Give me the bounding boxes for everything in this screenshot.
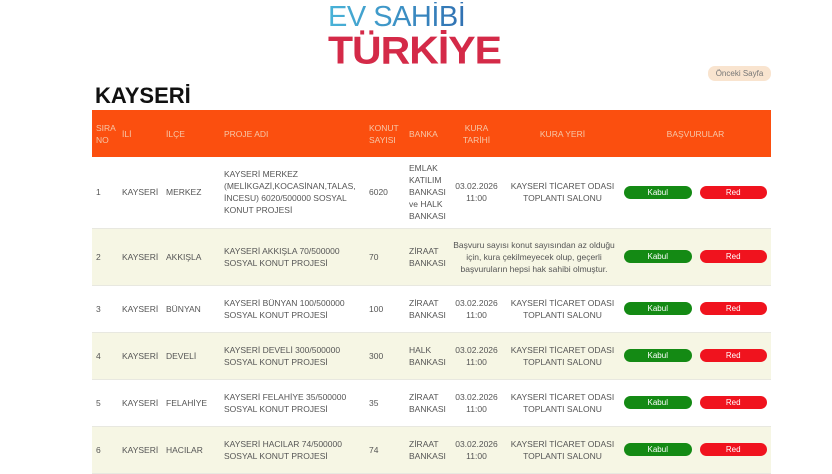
lottery-note: Başvuru sayısı konut sayısından az olduğ… (448, 228, 620, 286)
accept-button[interactable]: Kabul (624, 349, 692, 362)
lottery-place: KAYSERİ TİCARET ODASI TOPLANTI SALONU (505, 379, 620, 427)
province: KAYSERİ (118, 379, 162, 427)
province: KAYSERİ (118, 426, 162, 474)
district: MERKEZ (162, 157, 220, 229)
previous-page-button[interactable]: Önceki Sayfa (708, 66, 771, 81)
column-header: KURA YERİ (505, 110, 620, 157)
bank: HALK BANKASI (405, 332, 448, 380)
project-name: KAYSERİ FELAHİYE 35/500000 SOSYAL KONUT … (220, 379, 365, 427)
row-number: 6 (92, 426, 118, 474)
district: FELAHİYE (162, 379, 220, 427)
row-number: 4 (92, 332, 118, 380)
project-name: KAYSERİ MERKEZ (MELİKGAZİ,KOCASİNAN,TALA… (220, 157, 365, 229)
column-header: BAŞVURULAR (620, 110, 771, 157)
accept-button[interactable]: Kabul (624, 396, 692, 409)
table-row: 2 KAYSERİ AKKIŞLA KAYSERİ AKKIŞLA 70/500000… (92, 228, 771, 286)
housing-count: 35 (365, 379, 405, 427)
lottery-date: 03.02.2026 11:00 (448, 379, 505, 427)
bank: ZİRAAT BANKASI (405, 379, 448, 427)
province: KAYSERİ (118, 332, 162, 380)
reject-button[interactable]: Red (699, 250, 767, 263)
bank: ZİRAAT BANKASI (405, 228, 448, 286)
applications-cell: Kabul Red (620, 285, 771, 333)
column-header: İLİ (118, 110, 162, 157)
reject-button[interactable]: Red (699, 185, 767, 199)
housing-count: 70 (365, 228, 405, 286)
bank: EMLAK KATILIM BANKASI ve HALK BANKASI (405, 157, 448, 229)
province: KAYSERİ (118, 285, 162, 333)
housing-count: 74 (365, 426, 405, 474)
table-row: 6 KAYSERİ HACILAR KAYSERİ HACILAR 74/500000… (92, 426, 771, 474)
row-number: 3 (92, 285, 118, 333)
housing-count: 300 (365, 332, 405, 380)
lottery-table: SIRA NO İLİ İLÇE PROJE ADI KONUT SAYISI BANKA… (92, 110, 771, 474)
project-name: KAYSERİ HACILAR 74/500000 SOSYAL KONUT P… (220, 426, 365, 474)
column-header: İLÇE (162, 110, 220, 157)
lottery-place: KAYSERİ TİCARET ODASI TOPLANTI SALONU (505, 426, 620, 474)
column-header: KONUT SAYISI (365, 110, 405, 157)
column-header: KURA TARİHİ (448, 110, 505, 157)
bank: ZİRAAT BANKASI (405, 285, 448, 333)
lottery-date: 03.02.2026 11:00 (448, 157, 505, 229)
page-title: KAYSERİ (95, 83, 191, 108)
row-number: 5 (92, 379, 118, 427)
table-row: 5 KAYSERİ FELAHİYE KAYSERİ FELAHİYE 35/5000… (92, 379, 771, 427)
accept-button[interactable]: Kabul (624, 185, 692, 199)
table-row: 3 KAYSERİ BÜNYAN KAYSERİ BÜNYAN 100/500000 … (92, 285, 771, 333)
housing-count: 6020 (365, 157, 405, 229)
applications-cell: Kabul Red (620, 332, 771, 380)
reject-button[interactable]: Red (699, 443, 767, 456)
district: AKKIŞLA (162, 228, 220, 286)
column-header: SIRA NO (92, 110, 118, 157)
accept-button[interactable]: Kabul (624, 443, 692, 456)
lottery-date: 03.02.2026 11:00 (448, 285, 505, 333)
ev-sahibi-turkiye-logo: EV SAHİBİ TÜRKİYE (328, 2, 502, 72)
district: DEVELİ (162, 332, 220, 380)
accept-button[interactable]: Kabul (624, 250, 692, 263)
row-number: 1 (92, 157, 118, 229)
lottery-place: KAYSERİ TİCARET ODASI TOPLANTI SALONU (505, 157, 620, 229)
province: KAYSERİ (118, 157, 162, 229)
table-row: 4 KAYSERİ DEVELİ KAYSERİ DEVELİ 300/500000 … (92, 332, 771, 380)
housing-count: 100 (365, 285, 405, 333)
applications-cell: Kabul Red (620, 426, 771, 474)
logo-line2: TÜRKİYE (328, 28, 502, 72)
reject-button[interactable]: Red (699, 302, 767, 315)
reject-button[interactable]: Red (699, 349, 767, 362)
logo-line1: EV SAHİBİ (328, 2, 501, 32)
lottery-place: KAYSERİ TİCARET ODASI TOPLANTI SALONU (505, 332, 620, 380)
project-name: KAYSERİ DEVELİ 300/500000 SOSYAL KONUT P… (220, 332, 365, 380)
district: BÜNYAN (162, 285, 220, 333)
district: HACILAR (162, 426, 220, 474)
table-header: SIRA NO İLİ İLÇE PROJE ADI KONUT SAYISI BANKA… (92, 110, 771, 157)
lottery-date: 03.02.2026 11:00 (448, 426, 505, 474)
province: KAYSERİ (118, 228, 162, 286)
lottery-place: KAYSERİ TİCARET ODASI TOPLANTI SALONU (505, 285, 620, 333)
project-name: KAYSERİ AKKIŞLA 70/500000 SOSYAL KONUT P… (220, 228, 365, 286)
project-name: KAYSERİ BÜNYAN 100/500000 SOSYAL KONUT P… (220, 285, 365, 333)
bank: ZİRAAT BANKASI (405, 426, 448, 474)
applications-cell: Kabul Red (620, 228, 771, 286)
lottery-date: 03.02.2026 11:00 (448, 332, 505, 380)
applications-cell: Kabul Red (620, 157, 771, 229)
row-number: 2 (92, 228, 118, 286)
reject-button[interactable]: Red (699, 396, 767, 409)
table-row: 1 KAYSERİ MERKEZ KAYSERİ MERKEZ (MELİKGAZİ,… (92, 157, 771, 229)
applications-cell: Kabul Red (620, 379, 771, 427)
column-header: PROJE ADI (220, 110, 365, 157)
accept-button[interactable]: Kabul (624, 302, 692, 315)
column-header: BANKA (405, 110, 448, 157)
